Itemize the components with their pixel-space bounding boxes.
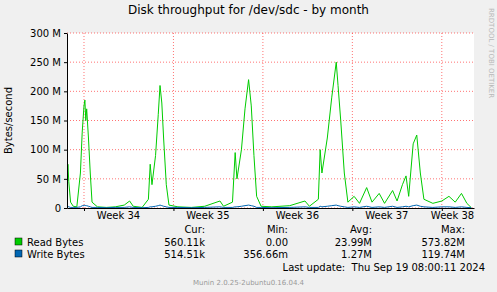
y-tick-label: 50 M [36,174,61,185]
legend-swatch [15,250,22,257]
legend: Cur: Min: Avg: Max: Read Bytes 560.11k 0.00 23.… [15,224,465,260]
watermark: RRDTOOL / TOBI OETIKER [487,8,495,98]
title: Disk throughput for /dev/sdc - by month [128,3,369,17]
grid-line [352,33,353,208]
grid [67,33,474,208]
x-tick-mark [84,208,85,211]
y-tick-label: 200 M [30,86,61,97]
grid-line [67,33,474,34]
legend-stat: 356.66m [243,249,288,260]
x-tick: Week 38 [431,208,474,221]
x-tick-label: Week 35 [186,210,229,221]
y-axis-line [67,34,68,209]
y-tick-mark [64,179,67,180]
x-tick-label: Week 37 [365,210,408,221]
grid-line [67,91,474,92]
legend-header: Max: [441,224,465,235]
footer: Munin 2.0.25-2ubuntu0.16.04.4 [193,279,305,287]
grid-line [67,120,474,121]
y-axis: 0 50 M 100 M 150 M 200 M 250 M 300 M [30,28,67,214]
legend-label: Write Bytes [27,249,85,260]
x-tick-label: Week 38 [431,210,474,221]
legend-stat: 23.99M [335,237,372,248]
grid-line [83,33,84,208]
y-tick-mark [64,33,67,34]
legend-stat: 0.00 [266,237,288,248]
legend-header: Min: [267,224,288,235]
y-tick-label: 100 M [30,144,61,155]
legend-swatch [15,238,22,245]
grid-line [173,33,174,208]
legend-stat: 514.51k [164,249,205,260]
x-axis: Week 34 Week 35 Week 36 Week 37 Week 38 [68,208,475,221]
y-tick: 150 M [30,115,67,126]
y-tick-mark [64,121,67,122]
x-tick: Week 36 [263,208,319,221]
grid-line [262,33,263,208]
legend-stat: 119.74M [421,249,465,260]
y-tick-mark [64,208,67,209]
x-axis-line [68,208,475,209]
legend-label: Read Bytes [27,237,83,248]
y-tick: 50 M [36,174,67,185]
x-tick-label: Week 34 [97,210,140,221]
legend-header: Avg: [350,224,372,235]
y-tick-label: 0 [55,203,61,214]
y-tick-mark [64,62,67,63]
grid-line [441,33,442,208]
legend-header: Cur: [184,224,205,235]
y-tick-label: 150 M [30,115,61,126]
legend-stat: 573.82M [421,237,465,248]
y-tick-mark [64,91,67,92]
y-tick: 100 M [30,144,67,155]
x-tick-mark [352,208,353,211]
plot-area [67,33,474,208]
y-tick: 250 M [30,57,67,68]
y-tick-label: 250 M [30,57,61,68]
grid-line [67,178,474,179]
x-tick: Week 35 [174,208,230,221]
grid-line [67,62,474,63]
series-line [67,205,471,208]
y-tick: 300 M [30,28,67,39]
x-tick-mark [263,208,264,211]
last-update: Last update: Thu Sep 19 08:00:11 2024 [283,262,485,273]
legend-stat: 560.11k [164,237,205,248]
y-tick: 200 M [30,86,67,97]
series-line [67,62,471,208]
y-tick-mark [64,150,67,151]
series-lines [67,62,471,208]
chart: Disk throughput for /dev/sdc - by month B… [0,0,497,292]
legend-stat: 1.27M [341,249,372,260]
x-tick: Week 37 [353,208,409,221]
x-tick: Week 34 [84,208,140,221]
y-tick-label: 300 M [30,28,61,39]
x-tick-label: Week 36 [276,210,319,221]
x-tick-mark [173,208,174,211]
y-tick: 0 [55,203,67,214]
y-label: Bytes/second [3,87,14,154]
background [0,0,497,292]
